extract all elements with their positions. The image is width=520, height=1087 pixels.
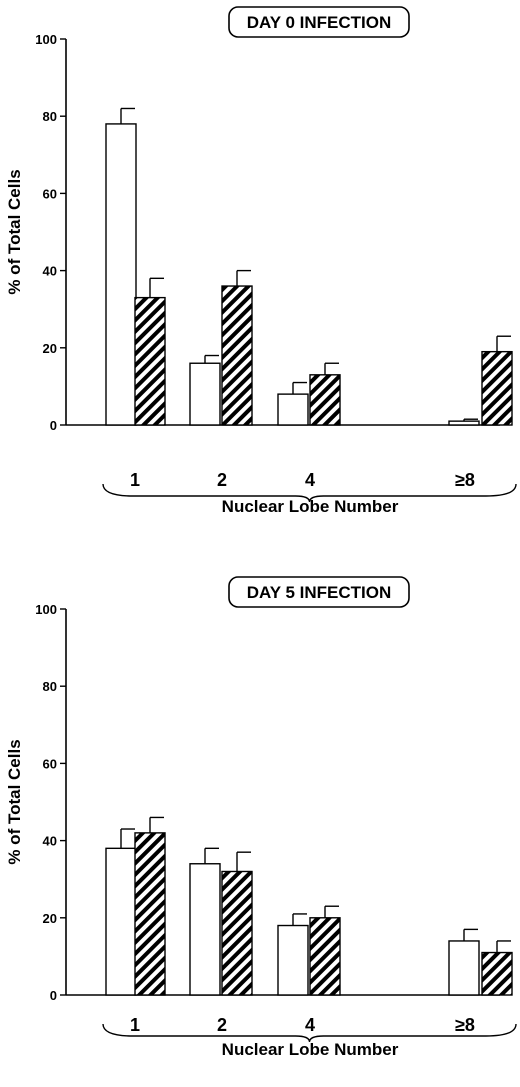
panel-1-bar-hatched-2 — [309, 917, 341, 996]
panel-0-category-label-0: 1 — [130, 470, 140, 490]
panel-1-category-label-3: ≥8 — [455, 1015, 475, 1035]
panel-0-bar-open-3 — [448, 420, 480, 426]
panel-1-y-tick-label: 20 — [43, 911, 57, 926]
panel-0-y-tick-label: 60 — [43, 186, 57, 201]
panel-0-category-brace — [102, 483, 517, 503]
panel-0-x-axis-title: Nuclear Lobe Number — [222, 497, 399, 516]
panel-1-bar-open-1 — [189, 863, 221, 996]
panel-1-title: DAY 5 INFECTION — [247, 583, 392, 602]
panel-1-category-label-1: 2 — [217, 1015, 227, 1035]
panel-1-y-axis-title: % of Total Cells — [5, 739, 24, 864]
panel-1-category-brace — [102, 1023, 517, 1043]
panel-0-category-label-2: 4 — [305, 470, 315, 490]
panel-1-bar-open-3 — [448, 940, 480, 996]
panel-0-category-label-1: 2 — [217, 470, 227, 490]
panel-0-title: DAY 0 INFECTION — [247, 13, 392, 32]
panel-1-category-label-0: 1 — [130, 1015, 140, 1035]
panel-1-y-tick-label: 60 — [43, 756, 57, 771]
panel-0-y-tick-label: 0 — [50, 418, 57, 433]
panel-1-bar-hatched-3 — [481, 951, 513, 996]
panel-1-y-tick-label: 80 — [43, 679, 57, 694]
panel-1-bar-hatched-1 — [221, 870, 253, 996]
panel-0-y-axis-title: % of Total Cells — [5, 169, 24, 294]
panel-0-bar-hatched-0 — [134, 296, 166, 426]
panel-1-title-box — [228, 576, 410, 608]
panel-1-y-tick-label: 100 — [35, 602, 57, 617]
panel-0-bar-open-1 — [189, 362, 221, 426]
panel-1-y-tick-label: 40 — [43, 834, 57, 849]
panel-0-y-tick-label: 40 — [43, 264, 57, 279]
panel-1-bar-hatched-0 — [134, 832, 166, 996]
panel-0-y-tick-label: 100 — [35, 32, 57, 47]
panel-1-bar-open-0 — [105, 847, 137, 996]
panel-0-y-tick-label: 20 — [43, 341, 57, 356]
panel-0-bar-open-2 — [277, 393, 309, 426]
panel-0-bar-hatched-2 — [309, 374, 341, 426]
panel-1-y-tick-label: 0 — [50, 988, 57, 1003]
panel-0-title-box — [228, 6, 410, 38]
panel-1-x-axis-title: Nuclear Lobe Number — [222, 1040, 399, 1059]
panel-0-bar-open-0 — [105, 123, 137, 426]
panel-0-y-tick-label: 80 — [43, 109, 57, 124]
panel-0-bar-hatched-3 — [481, 350, 513, 426]
panel-0-bar-hatched-1 — [221, 285, 253, 426]
panel-1-bar-open-2 — [277, 924, 309, 996]
panel-0-category-label-3: ≥8 — [455, 470, 475, 490]
panel-1-category-label-2: 4 — [305, 1015, 315, 1035]
